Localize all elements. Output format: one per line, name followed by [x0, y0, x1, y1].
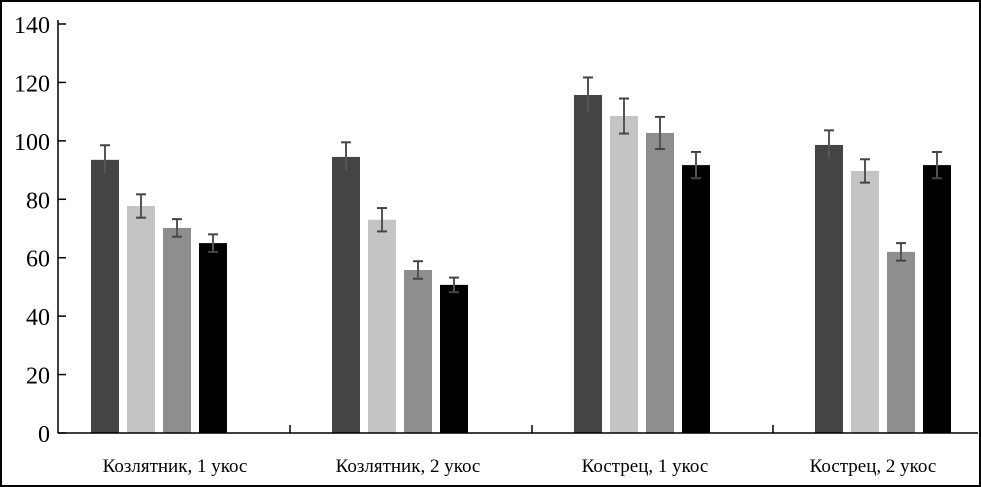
x-tick-label: Кострец, 2 укос [810, 456, 937, 477]
bar-series-1 [91, 159, 119, 433]
bar-series-1 [332, 156, 360, 434]
x-tick-label: Козлятник, 2 укос [336, 456, 481, 477]
x-tick-label: Козлятник, 1 укос [103, 456, 248, 477]
bar-series-4 [199, 243, 227, 433]
bar-series-2 [610, 116, 638, 434]
bar-series-4 [440, 284, 468, 433]
y-tick-label: 20 [26, 364, 50, 390]
y-tick-label: 140 [14, 13, 50, 39]
bar-series-3 [163, 227, 191, 433]
y-tick-label: 120 [14, 71, 50, 97]
y-tick-label: 80 [26, 188, 50, 214]
bar-series-4 [923, 165, 951, 434]
bar-series-3 [646, 132, 674, 433]
bar-series-3 [404, 269, 432, 433]
bar-series-1 [574, 94, 602, 433]
x-tick-label: Кострец, 1 укос [582, 456, 709, 477]
bar-series-2 [851, 170, 879, 433]
y-tick-label: 40 [26, 305, 50, 331]
y-tick-label: 100 [14, 130, 50, 156]
y-tick-label: 60 [26, 247, 50, 273]
y-tick-label: 0 [38, 422, 50, 448]
bar-series-2 [368, 219, 396, 433]
bar-series-2 [127, 206, 155, 433]
bar-series-3 [887, 251, 915, 433]
bar-series-4 [682, 165, 710, 434]
bar-series-1 [815, 144, 843, 433]
